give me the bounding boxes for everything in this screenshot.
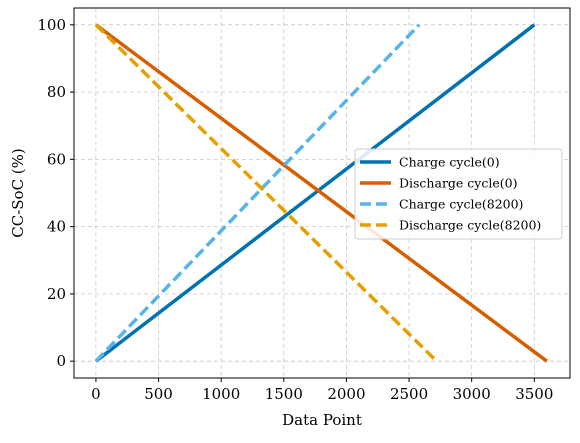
x-tick-label: 0 xyxy=(91,385,101,403)
legend-label: Charge cycle(8200) xyxy=(399,197,523,212)
series-line-2 xyxy=(94,23,548,363)
legend-box xyxy=(354,148,563,240)
y-tick-label: 0 xyxy=(56,352,66,370)
y-axis-label: CC-SoC (%) xyxy=(9,148,27,238)
axis-ticks: 0 500 1000 1500 2000 2500 3000 3500 0 20 40 60 80 100 xyxy=(37,16,553,403)
x-tick-label: 1000 xyxy=(202,385,240,403)
x-axis-label: Data Point xyxy=(282,411,362,429)
series-lines xyxy=(94,23,548,363)
y-tick-label: 40 xyxy=(47,218,66,236)
legend-label: Discharge cycle(0) xyxy=(399,176,517,191)
x-tick-label: 500 xyxy=(144,385,173,403)
legend-label: Charge cycle(0) xyxy=(399,155,500,170)
plot-frame xyxy=(73,7,571,379)
y-tick-label: 20 xyxy=(47,285,66,303)
x-tick-label: 2000 xyxy=(327,385,365,403)
legend: Charge cycle(0) Discharge cycle(0) Charge … xyxy=(354,148,563,240)
y-tick-label: 100 xyxy=(37,16,66,34)
x-tick-label: 2500 xyxy=(390,385,428,403)
series-line-3 xyxy=(94,23,421,363)
y-tick-label: 60 xyxy=(47,150,66,168)
x-tick-label: 3500 xyxy=(515,385,553,403)
grid xyxy=(74,8,570,378)
x-tick-label: 1500 xyxy=(265,385,303,403)
legend-label: Discharge cycle(8200) xyxy=(399,218,541,233)
y-tick-label: 80 xyxy=(47,83,66,101)
x-tick-label: 3000 xyxy=(453,385,491,403)
series-line-1 xyxy=(94,23,536,363)
